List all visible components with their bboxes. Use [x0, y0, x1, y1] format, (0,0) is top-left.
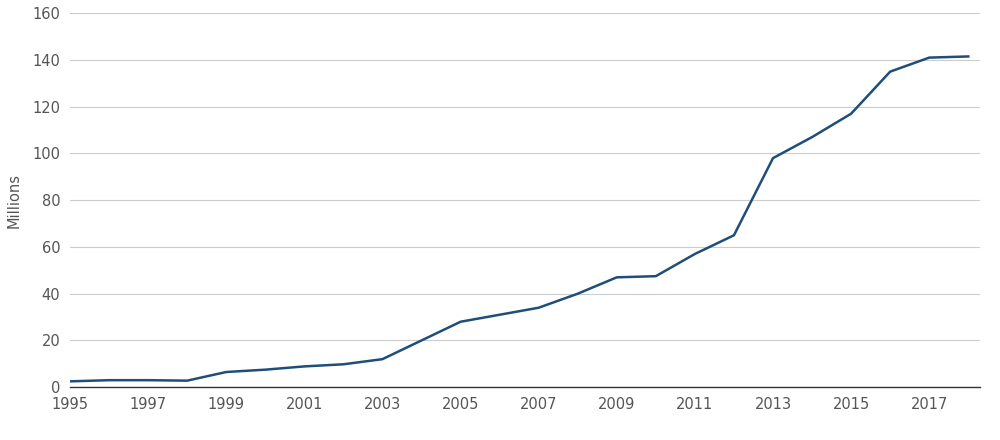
- Y-axis label: Millions: Millions: [6, 172, 21, 228]
